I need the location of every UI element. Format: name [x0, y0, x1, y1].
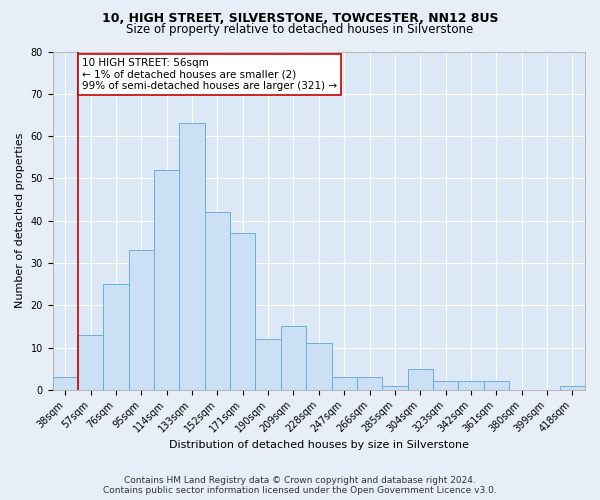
Bar — [230, 234, 256, 390]
Text: Contains HM Land Registry data © Crown copyright and database right 2024.
Contai: Contains HM Land Registry data © Crown c… — [103, 476, 497, 495]
Bar — [433, 382, 458, 390]
Bar — [357, 377, 382, 390]
Bar — [332, 377, 357, 390]
Bar — [306, 344, 332, 390]
Text: 10, HIGH STREET, SILVERSTONE, TOWCESTER, NN12 8US: 10, HIGH STREET, SILVERSTONE, TOWCESTER,… — [102, 12, 498, 26]
Bar — [382, 386, 407, 390]
Bar — [129, 250, 154, 390]
Bar — [484, 382, 509, 390]
Bar — [281, 326, 306, 390]
Bar — [256, 339, 281, 390]
Bar — [560, 386, 585, 390]
Y-axis label: Number of detached properties: Number of detached properties — [15, 133, 25, 308]
X-axis label: Distribution of detached houses by size in Silverstone: Distribution of detached houses by size … — [169, 440, 469, 450]
Text: 10 HIGH STREET: 56sqm
← 1% of detached houses are smaller (2)
99% of semi-detach: 10 HIGH STREET: 56sqm ← 1% of detached h… — [82, 58, 337, 91]
Bar — [205, 212, 230, 390]
Bar — [154, 170, 179, 390]
Text: Size of property relative to detached houses in Silverstone: Size of property relative to detached ho… — [127, 22, 473, 36]
Bar — [78, 335, 103, 390]
Bar — [53, 377, 78, 390]
Bar — [407, 368, 433, 390]
Bar — [458, 382, 484, 390]
Bar — [103, 284, 129, 390]
Bar — [179, 124, 205, 390]
